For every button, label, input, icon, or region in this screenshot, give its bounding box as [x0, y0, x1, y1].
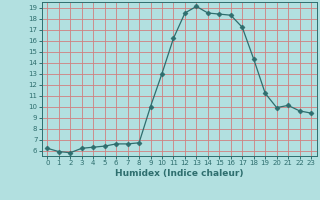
X-axis label: Humidex (Indice chaleur): Humidex (Indice chaleur) [115, 169, 244, 178]
